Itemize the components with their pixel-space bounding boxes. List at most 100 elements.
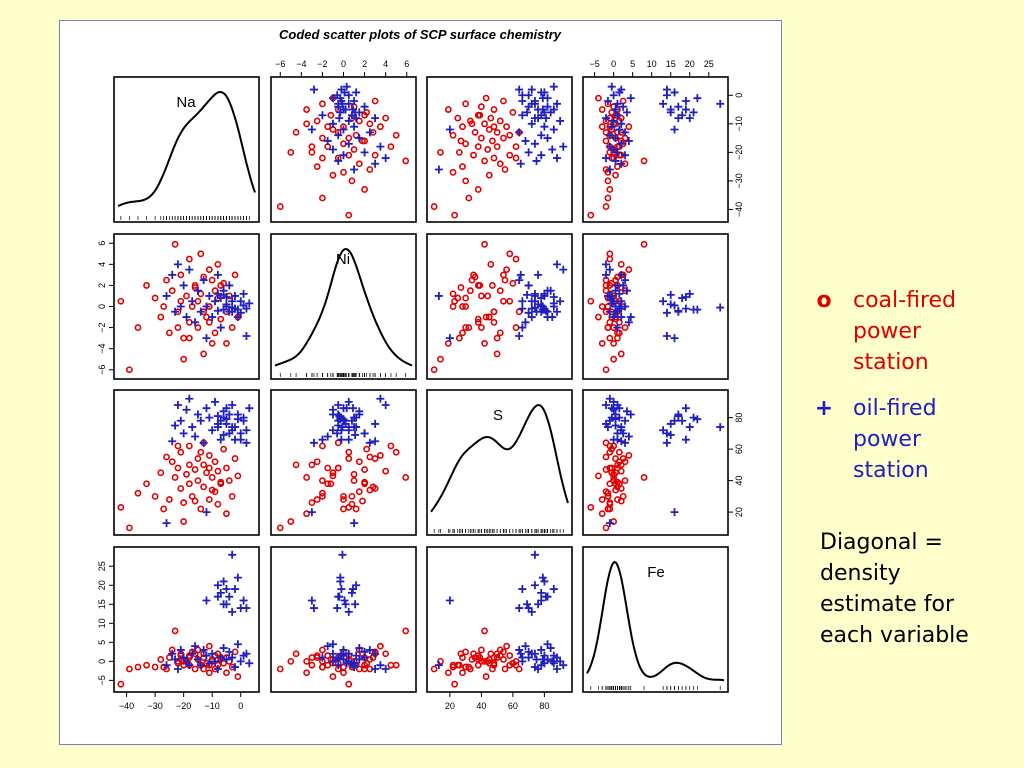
point-coal xyxy=(462,140,470,148)
point-coal xyxy=(437,148,444,156)
point-coal xyxy=(619,455,627,462)
point-oil xyxy=(245,659,254,668)
point-oil xyxy=(609,435,618,444)
point-coal xyxy=(287,657,295,665)
point-oil xyxy=(624,136,633,145)
point-oil xyxy=(219,413,228,422)
point-coal xyxy=(598,496,606,503)
point-coal xyxy=(208,486,216,494)
point-oil xyxy=(552,664,561,673)
point-coal xyxy=(392,661,400,669)
point-oil xyxy=(662,438,671,447)
point-oil xyxy=(543,640,552,649)
tick-label-Fe: 10 xyxy=(647,59,657,69)
point-coal xyxy=(482,673,490,680)
point-oil xyxy=(537,88,546,97)
point-oil xyxy=(307,125,316,134)
point-coal xyxy=(598,123,606,131)
point-coal xyxy=(640,157,648,165)
point-oil xyxy=(617,437,626,446)
point-coal xyxy=(490,318,498,326)
point-coal xyxy=(171,240,179,248)
point-coal xyxy=(606,255,614,263)
point-oil xyxy=(182,405,191,414)
point-coal xyxy=(506,151,514,159)
point-coal xyxy=(604,324,612,331)
point-oil xyxy=(350,519,359,528)
point-oil xyxy=(205,291,214,300)
point-coal xyxy=(200,665,208,673)
point-oil xyxy=(337,649,346,658)
point-oil xyxy=(621,128,630,137)
point-oil xyxy=(371,664,380,673)
point-oil xyxy=(351,108,360,117)
point-coal xyxy=(363,445,371,453)
point-oil xyxy=(666,300,675,309)
point-coal xyxy=(329,673,337,680)
point-coal xyxy=(194,455,202,462)
point-coal xyxy=(614,478,621,486)
point-oil xyxy=(689,413,698,422)
point-oil xyxy=(716,303,725,312)
tick-label-S: 20 xyxy=(734,507,744,517)
point-oil xyxy=(236,308,245,317)
point-oil xyxy=(518,585,527,594)
point-coal xyxy=(477,292,485,300)
point-oil xyxy=(515,645,524,654)
point-coal xyxy=(462,303,470,310)
point-oil xyxy=(524,308,533,317)
point-coal xyxy=(490,661,498,669)
point-oil xyxy=(689,108,698,117)
point-oil xyxy=(546,286,555,295)
point-coal xyxy=(489,282,496,289)
point-coal xyxy=(606,448,614,456)
point-coal xyxy=(496,287,504,295)
point-oil xyxy=(199,645,208,654)
point-oil xyxy=(213,581,222,590)
point-oil xyxy=(619,102,628,111)
point-coal xyxy=(134,663,142,671)
point-oil xyxy=(619,281,628,290)
point-oil xyxy=(617,304,626,313)
point-oil xyxy=(622,108,631,117)
point-oil xyxy=(179,281,188,290)
point-coal xyxy=(503,642,510,650)
point-oil xyxy=(188,423,197,432)
tick-label-Fe: 0 xyxy=(97,659,107,664)
point-coal xyxy=(348,492,356,500)
point-coal xyxy=(387,143,395,151)
point-oil xyxy=(716,423,725,432)
point-coal xyxy=(151,294,159,302)
point-coal xyxy=(208,474,216,481)
point-oil xyxy=(219,430,228,439)
point-coal xyxy=(165,496,173,503)
tick-label-Fe: 25 xyxy=(97,561,107,571)
point-oil xyxy=(208,649,217,658)
point-oil xyxy=(516,649,525,658)
point-oil xyxy=(681,105,690,114)
point-oil xyxy=(538,94,547,103)
point-oil xyxy=(328,640,337,649)
point-oil xyxy=(242,649,251,658)
point-coal xyxy=(477,324,485,331)
point-coal xyxy=(604,492,612,500)
point-coal xyxy=(151,663,159,671)
point-coal xyxy=(205,464,213,472)
point-oil xyxy=(340,596,349,605)
point-coal xyxy=(319,100,326,108)
point-oil xyxy=(222,585,231,594)
point-coal xyxy=(500,97,507,105)
point-oil xyxy=(549,125,558,134)
point-coal xyxy=(490,654,498,661)
point-oil xyxy=(222,655,231,664)
point-coal xyxy=(501,276,509,284)
point-coal xyxy=(205,318,213,326)
point-coal xyxy=(430,366,438,374)
point-oil xyxy=(334,401,343,410)
point-oil xyxy=(685,423,694,432)
point-oil xyxy=(365,438,374,447)
point-coal xyxy=(217,282,225,289)
point-oil xyxy=(611,134,620,143)
point-oil xyxy=(659,297,668,306)
point-coal xyxy=(598,339,606,347)
